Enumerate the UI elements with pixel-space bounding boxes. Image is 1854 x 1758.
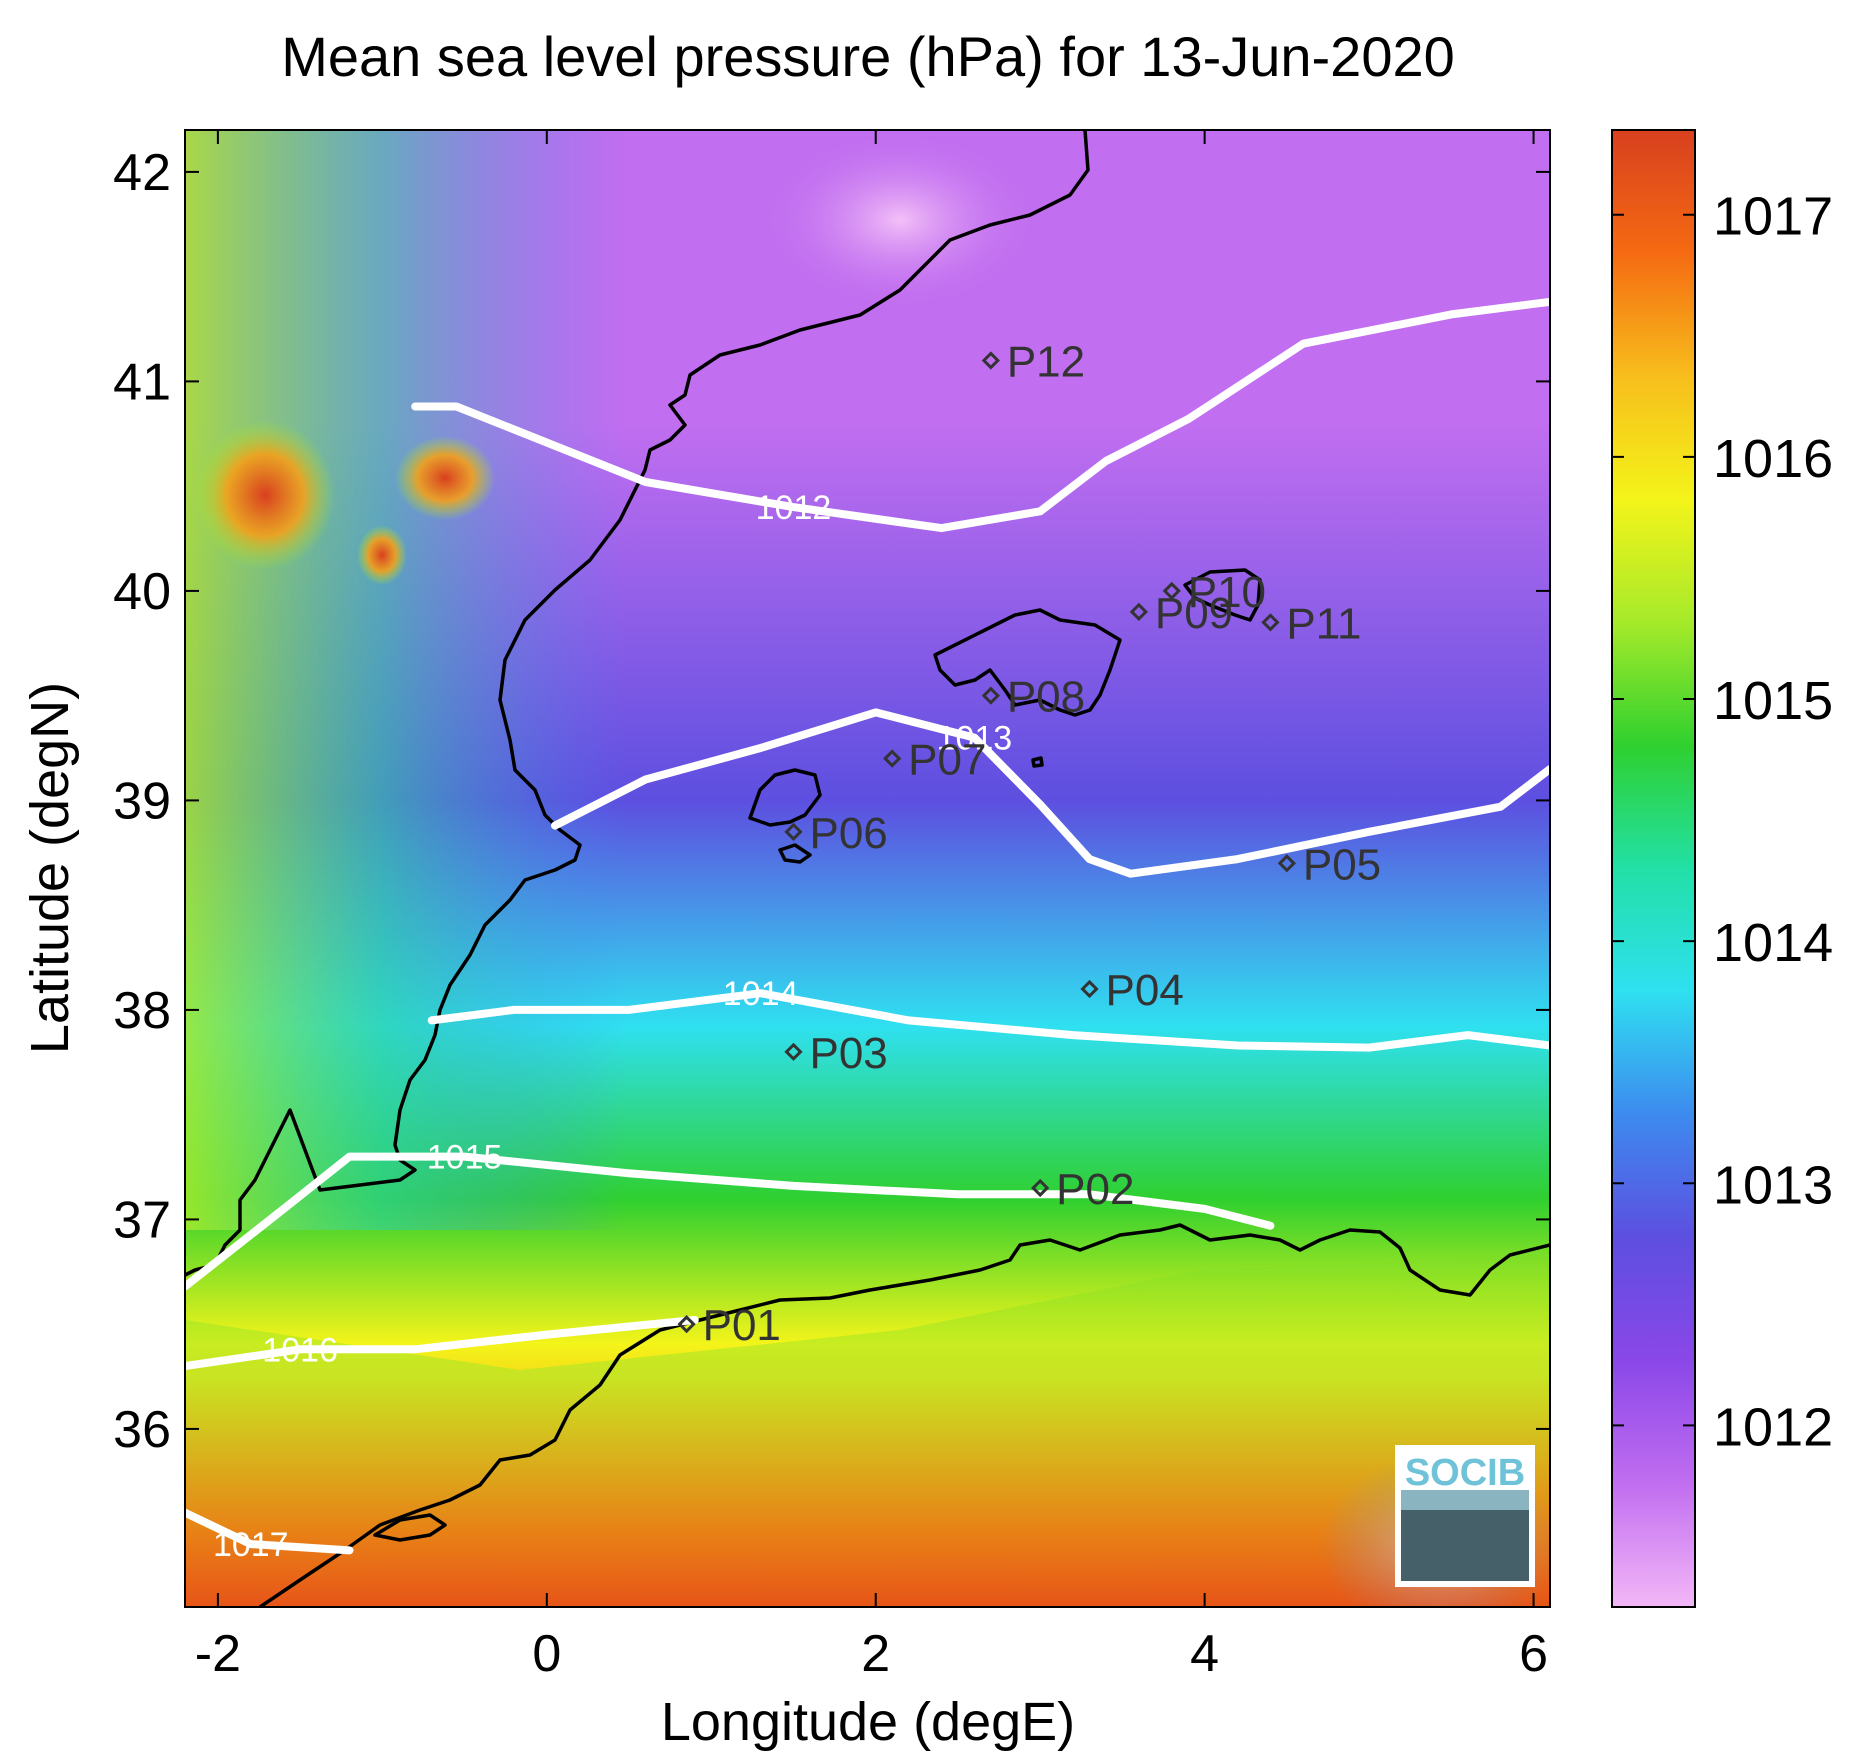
station-marker [981, 686, 1000, 705]
isobar-label: 1015 [427, 1139, 503, 1177]
station-label: P09 [1155, 589, 1233, 638]
colorbar-tick-label: 1014 [1713, 913, 1833, 973]
isobar-label: 1016 [262, 1331, 338, 1369]
y-tick-label: 40 [113, 563, 171, 621]
y-tick-label: 38 [113, 982, 171, 1040]
station-marker [677, 1315, 696, 1334]
isobar-1015 [185, 1152, 1275, 1291]
station-marker [1031, 1178, 1050, 1198]
station-marker [883, 749, 902, 768]
station-label: P05 [1303, 840, 1381, 889]
chart-title: Mean sea level pressure (hPa) for 13-Jun… [281, 25, 1455, 88]
isobar-1014 [427, 989, 1550, 1052]
western-land-shading [185, 130, 625, 1230]
station-label: P03 [809, 1029, 887, 1078]
station-marker [784, 1042, 803, 1061]
high-pressure-spot [195, 420, 335, 570]
station-marker [1277, 854, 1296, 873]
station-label: P01 [703, 1301, 781, 1350]
north-africa-shading [185, 1255, 1550, 1607]
y-tick-label: 41 [113, 353, 171, 411]
station-marker [981, 351, 1000, 370]
y-axis-label: Latitude (degN) [20, 682, 80, 1054]
station-marker [784, 822, 803, 841]
cabrera-outline [1031, 756, 1044, 768]
isobar-contours [185, 297, 1550, 1555]
x-tick-label: 6 [1519, 1625, 1548, 1683]
colorbar-tick-label: 1017 [1713, 187, 1833, 247]
formentera-outline [778, 843, 812, 864]
plot-frame [184, 129, 1551, 1608]
x-tick-label: 0 [532, 1625, 561, 1683]
colorbar-tick-label: 1015 [1713, 671, 1833, 731]
station-label: P08 [1007, 673, 1085, 722]
colorbar [1611, 129, 1696, 1608]
station-label: P07 [908, 736, 986, 785]
colorbar-ticks: 1012 1013 1014 1015 1016 1017 [1612, 187, 1833, 1457]
y-axis-ticks: 36 37 38 39 40 41 42 [113, 144, 1550, 1459]
station-label: P12 [1007, 337, 1085, 386]
y-tick-label: 37 [113, 1191, 171, 1249]
isobar-label: 1014 [723, 975, 799, 1013]
colorbar-tick-label: 1013 [1713, 1155, 1833, 1215]
isobar-labels: 1012 1013 1014 1015 1016 1017 [213, 489, 1012, 1564]
colorbar-tick-label: 1016 [1713, 429, 1833, 489]
y-tick-label: 39 [113, 772, 171, 830]
x-tick-label: -2 [195, 1625, 241, 1683]
isobar-label: 1017 [213, 1526, 289, 1564]
logo-text: SOCIB [1405, 1452, 1525, 1494]
station-label: P10 [1188, 568, 1266, 617]
isobar-label: 1013 [937, 720, 1013, 758]
isobar-1016 [185, 1316, 699, 1371]
low-pressure-spot [760, 130, 1040, 310]
menorca-outline [1183, 568, 1262, 622]
pressure-field [185, 130, 1550, 1607]
x-axis-ticks: -2 0 2 4 6 [195, 130, 1548, 1683]
station-marker [1129, 602, 1148, 621]
alboran-outline [373, 1513, 447, 1542]
station-marker [1162, 581, 1181, 601]
x-axis-label: Longitude (degE) [661, 1692, 1075, 1752]
colorbar-tick-label: 1012 [1713, 1397, 1833, 1457]
high-pressure-spot [395, 436, 495, 520]
isobar-1013 [551, 708, 1550, 878]
coastlines [185, 130, 1550, 1607]
north-africa-coastline [259, 1223, 1550, 1607]
x-tick-label: 4 [1190, 1625, 1219, 1683]
station-label: P06 [809, 809, 887, 858]
y-tick-label: 36 [113, 1401, 171, 1459]
logo-horizon [1401, 1490, 1529, 1510]
station-marker [1080, 979, 1099, 999]
mallorca-outline [933, 608, 1122, 717]
station-marker [1261, 613, 1280, 632]
high-pressure-spot [357, 525, 407, 585]
socib-logo: SOCIB [1395, 1445, 1535, 1587]
station-label: P04 [1106, 966, 1184, 1015]
x-tick-label: 2 [861, 1625, 890, 1683]
isobar-1017 [185, 1508, 354, 1555]
iberian-coastline [185, 130, 1090, 1277]
isobar-1012 [411, 297, 1550, 533]
isobar-label: 1012 [756, 489, 832, 527]
ibiza-outline [748, 768, 822, 827]
station-label: P02 [1056, 1165, 1134, 1214]
station-label: P11 [1286, 599, 1361, 648]
y-tick-label: 42 [113, 144, 171, 202]
